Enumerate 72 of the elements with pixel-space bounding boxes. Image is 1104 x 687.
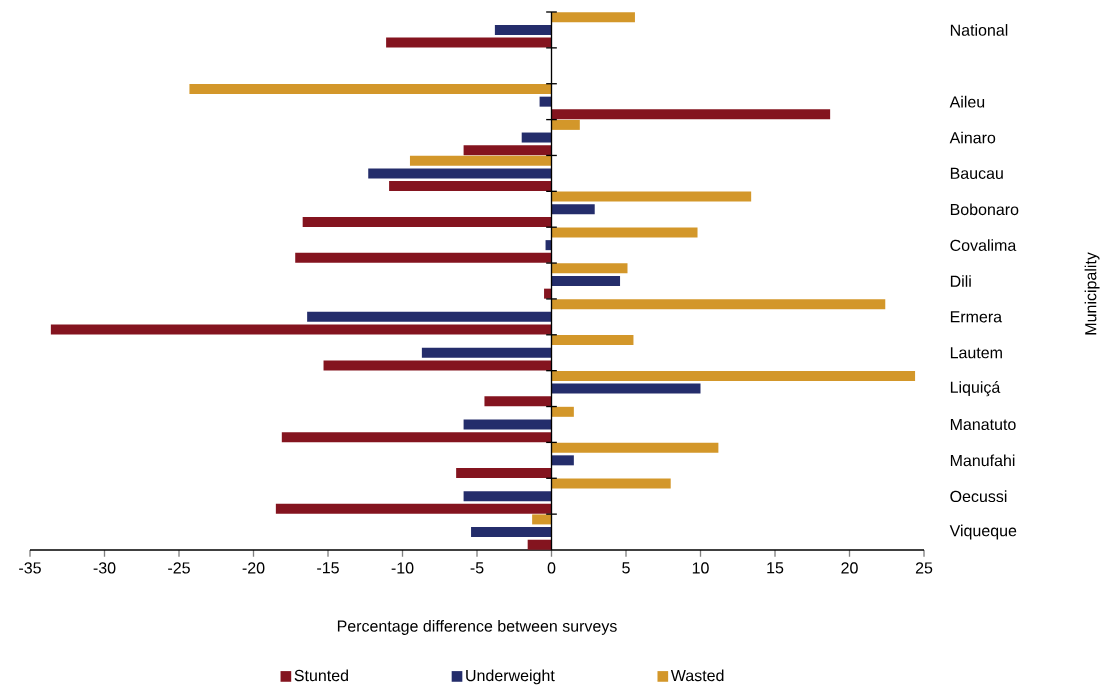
x-tick-label: -15: [317, 562, 339, 574]
bar: [551, 370, 916, 381]
bar: [456, 467, 552, 478]
bar: [275, 503, 552, 514]
y-tick-label: Liquiçá: [950, 381, 1001, 397]
x-tick-label: 25: [915, 562, 933, 574]
bar: [521, 132, 552, 143]
y-tick-label: Viqueque: [949, 524, 1017, 540]
bar: [463, 419, 552, 430]
x-tick-label: -35: [19, 562, 41, 574]
y-tick-label: Covalima: [950, 239, 1017, 252]
bar: [295, 252, 552, 263]
bar: [527, 539, 552, 550]
bar: [189, 84, 552, 95]
x-tick-label: 15: [767, 562, 784, 574]
bar: [494, 24, 552, 35]
bar: [323, 360, 552, 371]
x-tick-label: 0: [547, 562, 556, 574]
legend-label: Wasted: [670, 669, 724, 682]
y-tick-label: Baucau: [950, 167, 1003, 179]
y-axis-title: Municipality: [1084, 252, 1100, 335]
bar: [551, 455, 574, 466]
y-tick-label: Ainaro: [949, 131, 996, 144]
bar: [551, 406, 574, 417]
bar: [532, 514, 552, 525]
y-tick-label: Manatuto: [950, 418, 1016, 431]
y-tick-label: Aileu: [949, 95, 985, 108]
bar: [463, 491, 552, 502]
y-tick-label: National: [950, 24, 1008, 36]
bar: [551, 442, 719, 453]
x-tick-label: -20: [242, 562, 265, 574]
bar: [409, 155, 552, 166]
bar: [551, 227, 698, 238]
bar: [368, 168, 552, 179]
x-tick-label: 10: [692, 562, 709, 574]
x-tick-label: 20: [841, 562, 858, 574]
bar: [302, 216, 552, 227]
bar: [551, 109, 831, 120]
y-tick-label: Bobonaro: [950, 203, 1019, 216]
bar: [389, 181, 552, 192]
bar: [484, 396, 552, 407]
bar: [50, 324, 552, 335]
bar: [551, 478, 671, 489]
bar: [421, 347, 552, 358]
bar: [551, 204, 595, 215]
bar: [551, 335, 634, 346]
legend-label: Underweight: [466, 669, 555, 685]
bar: [551, 12, 635, 23]
bar: [551, 299, 886, 310]
bar: [471, 527, 552, 538]
bar: [386, 37, 552, 48]
bar: [551, 276, 621, 286]
bar: [463, 145, 552, 156]
x-tick-label: 5: [622, 562, 630, 574]
bar: [539, 96, 552, 107]
x-tick-label: -5: [470, 562, 484, 574]
x-tick-label: -10: [391, 562, 414, 574]
y-tick-label: Dili: [950, 275, 971, 287]
y-tick-label: Oecussi: [950, 490, 1007, 503]
legend-label: Stunted: [294, 669, 348, 682]
y-tick-label: Lautem: [950, 347, 1002, 359]
x-tick-label: -25: [168, 562, 190, 574]
bar: [551, 383, 701, 394]
bar: [551, 263, 628, 274]
bar: [281, 432, 552, 443]
x-axis-title: Percentage difference between surveys: [337, 620, 617, 635]
x-tick-label: -30: [93, 562, 116, 574]
bar: [551, 119, 580, 130]
y-tick-label: Manufahi: [950, 454, 1015, 467]
bar: [551, 191, 752, 202]
y-tick-label: Ermera: [950, 311, 1003, 323]
bar: [307, 311, 552, 322]
